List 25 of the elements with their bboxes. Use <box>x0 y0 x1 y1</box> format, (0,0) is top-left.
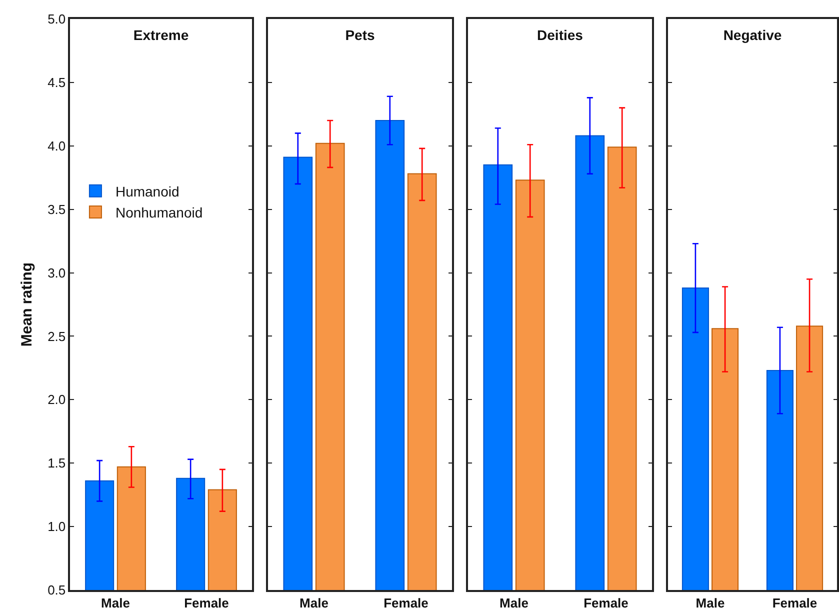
x-tick-label: Male <box>300 595 328 610</box>
x-tick-label: Female <box>584 595 628 610</box>
text: Pets <box>345 26 375 43</box>
x-tick-label: Female <box>772 595 818 610</box>
legend-label: Humanoid <box>115 183 180 200</box>
text: Deities <box>537 26 584 43</box>
y-tick-label: 0.5 <box>48 582 66 598</box>
text: Negative <box>723 26 782 43</box>
y-tick-label: 2.5 <box>48 328 66 344</box>
x-tick-label: Female <box>384 595 428 610</box>
y-tick-label: 3.5 <box>48 202 66 217</box>
y-tick-label: 3.0 <box>48 265 66 280</box>
y-tick-label: 1.5 <box>48 456 66 471</box>
y-tick-label: 2.0 <box>48 392 66 408</box>
y-tick-label: 1.0 <box>48 519 66 534</box>
legend-label: Nonhumanoid <box>115 204 203 220</box>
y-axis-title: Mean rating <box>18 262 36 347</box>
text: Extreme <box>133 26 189 43</box>
y-tick-label: 4.5 <box>48 74 66 90</box>
x-tick-label: Male <box>101 595 130 610</box>
x-tick-label: Male <box>500 595 528 610</box>
y-tick-label: 4.0 <box>48 138 66 154</box>
x-tick-label: Female <box>184 595 229 610</box>
x-tick-label: Male <box>696 595 725 610</box>
y-tick-label: 5.0 <box>48 12 66 27</box>
